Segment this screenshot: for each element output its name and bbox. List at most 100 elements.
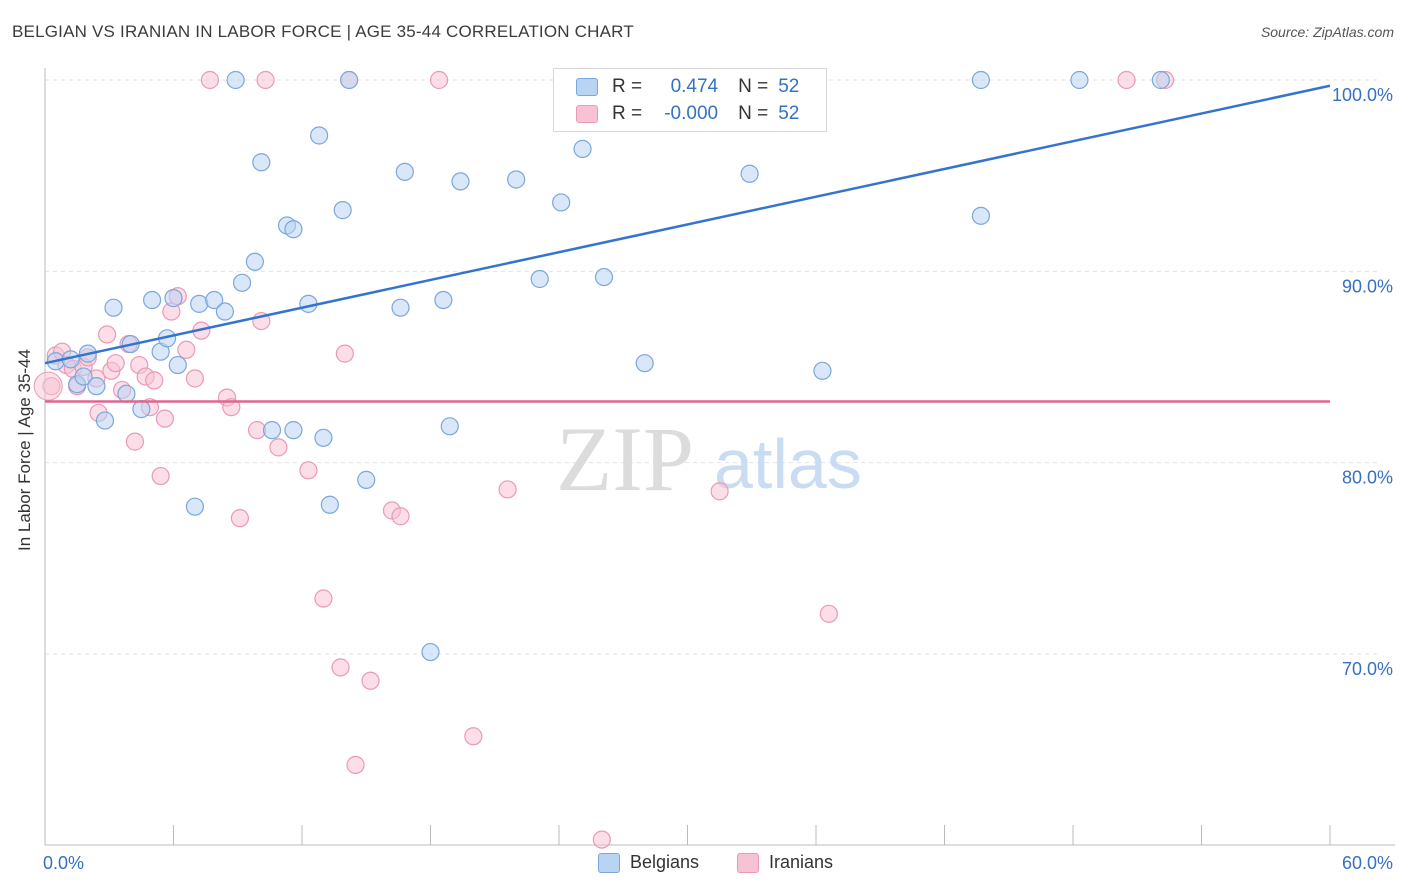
iranian-point <box>256 70 275 90</box>
iranian-point <box>185 369 205 388</box>
iranian-point <box>498 480 517 499</box>
iranian-swatch <box>576 105 598 123</box>
iranian-point <box>346 755 365 775</box>
belgian-r-label: R = <box>612 76 643 97</box>
belgian-point <box>434 290 453 310</box>
y-tick-label: 70.0% <box>1342 659 1393 679</box>
belgian-point <box>232 273 252 292</box>
correlation-legend: R = 0.474 N = 52 R = -0.000 N = 52 <box>553 68 827 132</box>
x-tick-label: 0.0% <box>43 853 84 873</box>
belgian-point <box>314 428 333 447</box>
belgian-point <box>357 470 376 489</box>
belgian-point <box>333 201 352 220</box>
belgian-point <box>440 417 459 436</box>
belgians-legend-swatch <box>598 852 620 873</box>
iranian-point <box>391 507 410 526</box>
iranian-point-cluster <box>33 371 63 401</box>
belgian-point <box>530 269 549 289</box>
iranian-point <box>819 604 838 623</box>
bottom-legend-belgians: Belgians <box>598 852 699 873</box>
axes <box>44 68 1395 846</box>
iranian-n-label: N = <box>738 103 769 124</box>
iranian-point <box>335 344 354 363</box>
belgian-points <box>46 70 1170 662</box>
belgian-point <box>391 298 410 317</box>
belgian-point <box>74 367 93 386</box>
belgian-point <box>451 172 470 191</box>
belgian-point <box>104 298 123 317</box>
iranian-point <box>331 658 350 677</box>
belgian-point <box>284 421 303 440</box>
iranian-point <box>429 70 449 90</box>
iranian-point <box>106 354 125 373</box>
iranian-point <box>222 398 241 417</box>
iranian-point <box>151 466 170 486</box>
iranian-point <box>592 830 611 849</box>
belgians-legend-label: Belgians <box>630 852 700 872</box>
belgian-point <box>132 399 151 419</box>
belgian-point <box>740 164 759 183</box>
y-tick-label: 100.0% <box>1332 85 1393 105</box>
belgian-point <box>142 290 162 310</box>
belgian-point <box>320 495 339 514</box>
iranian-n-value: 52 <box>778 103 800 124</box>
belgian-point <box>1070 70 1089 90</box>
belgian-point <box>421 642 440 662</box>
belgian-point <box>87 377 106 396</box>
belgian-point <box>1151 70 1170 90</box>
iranian-point <box>230 509 249 528</box>
belgian-point <box>284 220 303 239</box>
belgian-point <box>205 290 224 310</box>
belgian-point <box>185 497 205 516</box>
y-tick-label: 80.0% <box>1342 468 1393 488</box>
iranian-point <box>464 727 483 746</box>
source-label: Source: ZipAtlas.com <box>1260 24 1394 40</box>
belgian-point <box>215 302 234 321</box>
iranian-point <box>125 432 145 451</box>
belgian-r-value: 0.474 <box>670 76 719 97</box>
iranians-legend-label: Iranians <box>769 852 834 872</box>
iranian-point <box>1117 70 1136 90</box>
watermark: ZIP atlas <box>556 408 862 510</box>
y-tick-label: 90.0% <box>1342 276 1393 296</box>
belgian-point <box>190 294 209 313</box>
iranian-point <box>177 340 196 359</box>
belgian-point <box>262 421 282 440</box>
belgian-n-label: N = <box>738 76 769 97</box>
iranian-point <box>361 671 380 690</box>
belgian-point <box>245 252 264 271</box>
iranian-point <box>710 482 729 501</box>
belgian-point <box>310 126 329 145</box>
tick-labels: 100.0% 90.0% 80.0% 70.0% 0.0% 60.0% <box>43 85 1393 873</box>
x-tick-label: 60.0% <box>1342 853 1393 873</box>
legend-row-belgian: R = 0.474 N = 52 <box>554 73 799 101</box>
belgian-swatch <box>576 78 598 96</box>
iranian-point <box>155 409 175 428</box>
belgian-point <box>971 206 991 225</box>
belgian-point <box>226 70 245 90</box>
belgian-point <box>340 70 359 90</box>
belgian-trendline <box>44 84 1331 365</box>
belgian-point <box>552 193 571 212</box>
belgian-point <box>117 384 136 403</box>
iranian-point <box>98 325 117 344</box>
iranian-r-label: R = <box>612 103 643 124</box>
iranian-point <box>200 70 220 90</box>
watermark-atlas: atlas <box>714 425 862 503</box>
iranian-point <box>269 438 288 457</box>
belgian-point <box>594 267 614 287</box>
belgian-point <box>507 170 526 189</box>
belgian-point <box>252 153 271 172</box>
chart-title: BELGIAN VS IRANIAN IN LABOR FORCE | AGE … <box>12 22 634 41</box>
trendlines <box>44 84 1331 403</box>
belgian-point <box>168 355 187 375</box>
belgian-point <box>635 354 654 373</box>
belgian-point <box>813 361 832 380</box>
watermark-zip: ZIP <box>556 408 694 510</box>
legend-row-iranian: R = -0.000 N = 52 <box>554 100 799 128</box>
belgian-point <box>395 162 414 181</box>
gridlines <box>45 79 1380 655</box>
iranian-point <box>145 371 164 390</box>
belgian-point <box>95 411 115 430</box>
bottom-legend-iranians: Iranians <box>737 852 833 873</box>
